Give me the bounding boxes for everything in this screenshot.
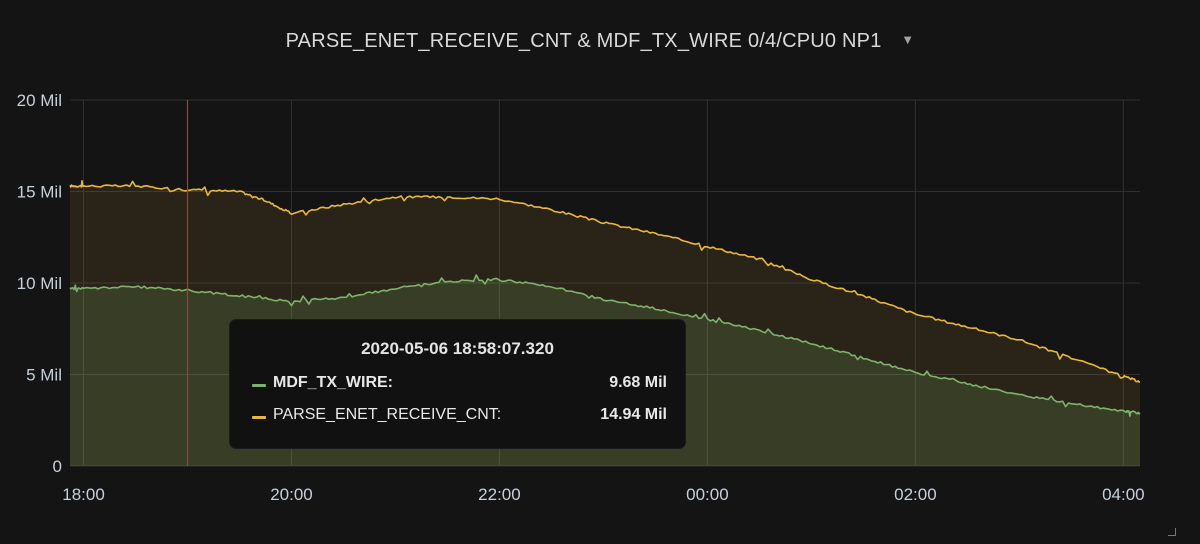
y-tick-label: 0	[53, 457, 62, 476]
x-tick-label: 18:00	[62, 485, 105, 504]
tooltip-row-mdf-tx-wire: MDF_TX_WIRE: 9.68 Mil	[252, 374, 667, 396]
series-line-mdf-tx-wire	[69, 274, 1141, 417]
tooltip-timestamp: 2020-05-06 18:58:07.320	[361, 339, 554, 358]
panel-title-container[interactable]: PARSE_ENET_RECEIVE_CNT & MDF_TX_WIRE 0/4…	[0, 30, 1200, 53]
tooltip-row-parse-enet-receive-cnt: PARSE_ENET_RECEIVE_CNT: 14.94 Mil	[252, 406, 667, 428]
tooltip-series-name: MDF_TX_WIRE:	[273, 374, 393, 391]
series-line-parse-enet-receive-cnt	[69, 180, 1141, 383]
y-tick-label: 10 Mil	[17, 274, 62, 293]
y-tick-label: 5 Mil	[26, 366, 62, 385]
hover-tooltip: 2020-05-06 18:58:07.320 MDF_TX_WIRE: 9.6…	[230, 320, 685, 448]
series-lines	[69, 180, 1141, 417]
resize-handle-icon[interactable]	[1168, 528, 1176, 536]
y-tick-label: 15 Mil	[17, 183, 62, 202]
y-tick-label: 20 Mil	[17, 91, 62, 110]
x-tick-label: 00:00	[686, 485, 729, 504]
tooltip-series-value: 9.68 Mil	[609, 374, 667, 391]
y-axis-ticks: 0 5 Mil 10 Mil 15 Mil 20 Mil	[17, 91, 62, 476]
panel-title[interactable]: PARSE_ENET_RECEIVE_CNT & MDF_TX_WIRE 0/4…	[285, 30, 882, 52]
tooltip-series-value: 14.94 Mil	[600, 406, 667, 423]
x-tick-label: 22:00	[478, 485, 521, 504]
caret-down-icon[interactable]: ▼	[901, 32, 915, 47]
x-tick-label: 02:00	[894, 485, 937, 504]
series-color-swatch	[252, 384, 266, 387]
tooltip-series-name: PARSE_ENET_RECEIVE_CNT:	[273, 406, 502, 423]
x-axis-ticks: 18:00 20:00 22:00 00:00 02:00 04:00	[62, 485, 1144, 504]
series-color-swatch	[252, 416, 266, 419]
x-tick-label: 04:00	[1102, 485, 1145, 504]
x-tick-label: 20:00	[270, 485, 313, 504]
